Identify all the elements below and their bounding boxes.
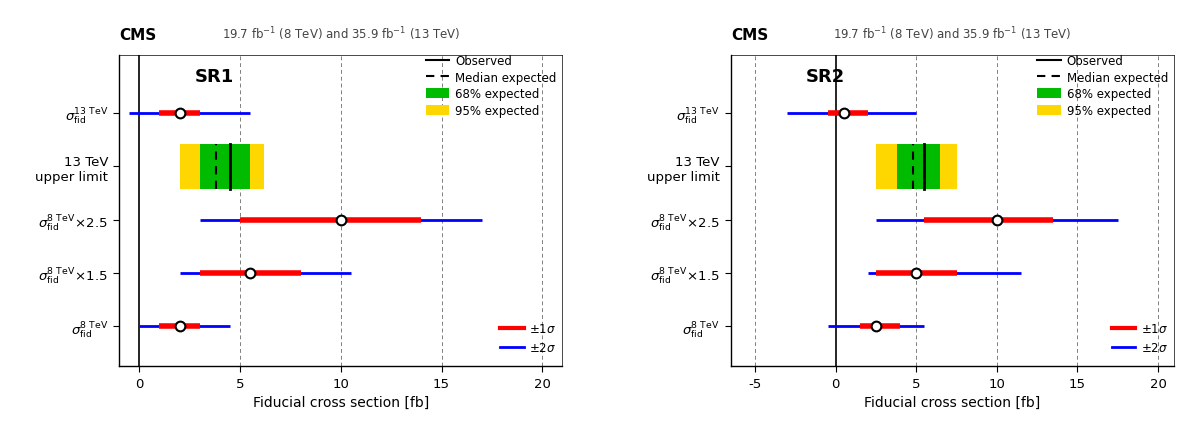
Text: SR2: SR2 (806, 68, 845, 86)
Legend: $\pm1\sigma$, $\pm2\sigma$: $\pm1\sigma$, $\pm2\sigma$ (1112, 322, 1168, 354)
X-axis label: Fiducial cross section [fb]: Fiducial cross section [fb] (253, 395, 429, 409)
Text: CMS: CMS (119, 28, 156, 43)
Text: SR1: SR1 (194, 68, 234, 86)
Bar (876, 145, 956, 189)
X-axis label: Fiducial cross section [fb]: Fiducial cross section [fb] (864, 395, 1041, 409)
Text: 19.7 fb$^{-1}$ (8 TeV) and 35.9 fb$^{-1}$ (13 TeV): 19.7 fb$^{-1}$ (8 TeV) and 35.9 fb$^{-1}… (833, 26, 1072, 43)
Bar (896, 145, 940, 189)
Legend: $\pm1\sigma$, $\pm2\sigma$: $\pm1\sigma$, $\pm2\sigma$ (499, 322, 557, 354)
Text: CMS: CMS (731, 28, 768, 43)
Bar (180, 145, 265, 189)
Bar (200, 145, 250, 189)
Text: 19.7 fb$^{-1}$ (8 TeV) and 35.9 fb$^{-1}$ (13 TeV): 19.7 fb$^{-1}$ (8 TeV) and 35.9 fb$^{-1}… (222, 26, 460, 43)
